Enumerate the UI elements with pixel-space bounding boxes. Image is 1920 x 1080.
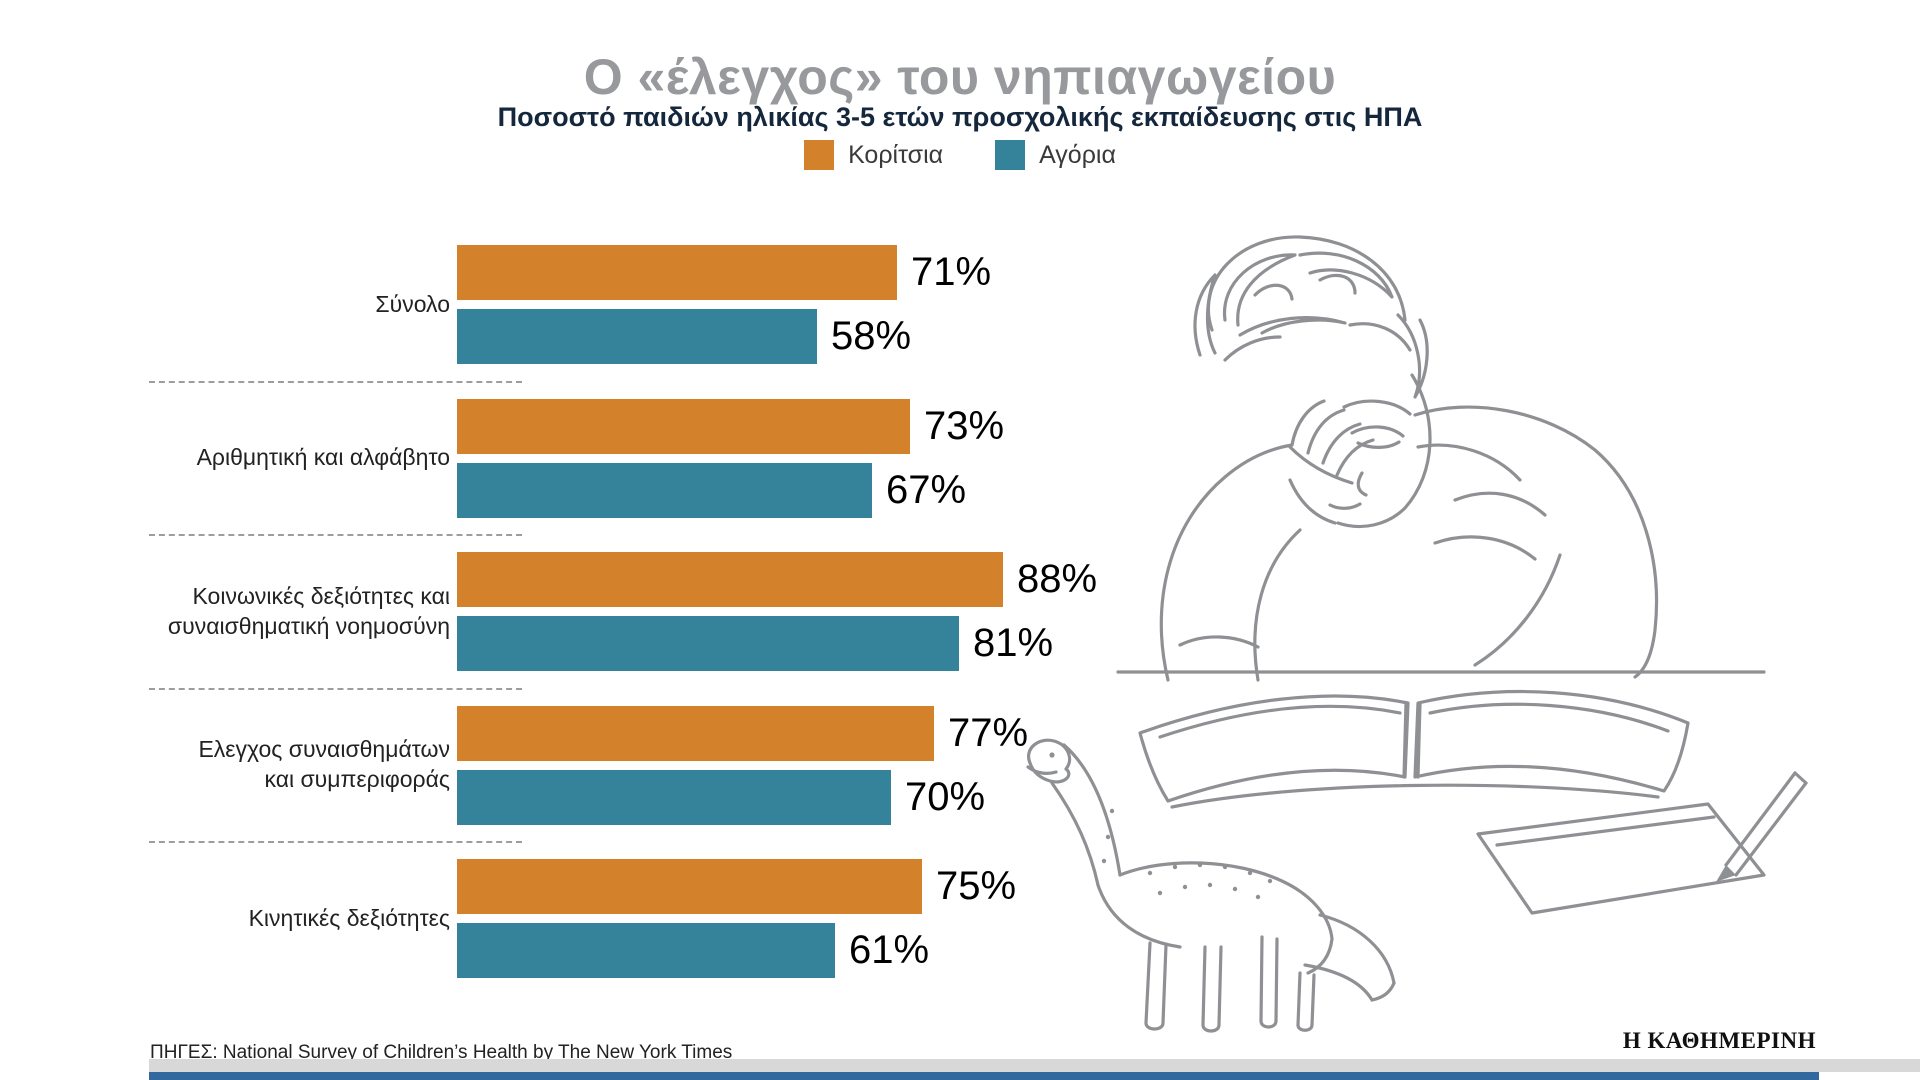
group-divider xyxy=(149,380,522,383)
legend-swatch xyxy=(804,140,835,170)
bar-value: 61% xyxy=(849,928,930,972)
bar-value: 70% xyxy=(905,774,986,819)
brand-logo: Η ΚΑΘΗΜΕΡΙΝΗ xyxy=(1622,1028,1816,1053)
category-label: Κινητικές δεξιότητες xyxy=(248,904,450,931)
bar-group: Κοινωνικές δεξιότητες και συναισθηματική… xyxy=(0,552,1920,671)
bar-group: Ελεγχος συναισθημάτων και συμπεριφοράς 77… xyxy=(0,705,1920,825)
toy-dinosaur xyxy=(1026,738,1396,1033)
source-note: ΠΗΓΕΣ: National Survey of Children’s Hea… xyxy=(150,1042,733,1063)
bar-group: Σύνολο 71% 58% xyxy=(0,245,1920,364)
legend-swatch xyxy=(995,140,1026,170)
bar-girls xyxy=(457,859,922,914)
bar-boys xyxy=(457,769,891,825)
bottom-accent-bar xyxy=(149,1072,1819,1080)
group-divider xyxy=(149,841,522,843)
bar-value: 88% xyxy=(1017,557,1098,601)
bar-girls xyxy=(457,552,1003,607)
child-reading-illustration xyxy=(1026,235,1808,1033)
bar-value: 81% xyxy=(973,621,1054,665)
boy-figure xyxy=(1159,235,1659,682)
page-title: Ο «έλεγχος» του νηπιαγωγείου xyxy=(583,48,1337,105)
bar-girls xyxy=(457,245,897,300)
bar-boys xyxy=(457,923,835,978)
bar-boys xyxy=(457,309,817,364)
category-label: Κοινωνικές δεξιότητες και συναισθηματική… xyxy=(167,582,450,639)
group-divider xyxy=(149,687,522,690)
category-label: Αριθμητική και αλφάβητο xyxy=(196,444,450,471)
group-divider xyxy=(149,534,522,536)
bar-girls xyxy=(457,705,934,761)
page-subtitle: Ποσοστό παιδιών ηλικίας 3-5 ετών προσχολ… xyxy=(497,102,1423,133)
open-book xyxy=(1138,690,1690,809)
footer-divider xyxy=(149,1059,1920,1072)
legend-label: Αγόρια xyxy=(1039,140,1116,169)
legend-label: Κορίτσια xyxy=(848,140,944,169)
legend-item: Αγόρια xyxy=(995,140,1116,170)
bar-group: Κινητικές δεξιότητες 75% 61% xyxy=(0,859,1920,978)
category-label: Ελεγχος συναισθημάτων και συμπεριφοράς xyxy=(198,736,450,792)
bar-value: 67% xyxy=(886,467,967,512)
bar-boys xyxy=(457,616,959,671)
bar-value: 58% xyxy=(831,314,912,358)
bar-boys xyxy=(457,462,872,518)
category-label: Σύνολο xyxy=(375,290,450,317)
bar-group: Αριθμητική και αλφάβητο 73% 67% xyxy=(0,398,1920,518)
legend-item: Κορίτσια xyxy=(804,140,943,170)
paper-and-pencil xyxy=(1476,771,1808,915)
chart-legend: Κορίτσια Αγόρια xyxy=(0,140,1920,170)
bar-value: 71% xyxy=(911,250,992,294)
bar-value: 77% xyxy=(948,710,1029,755)
bar-girls xyxy=(457,398,910,454)
bar-value: 75% xyxy=(936,864,1017,908)
bar-value: 73% xyxy=(924,403,1005,448)
